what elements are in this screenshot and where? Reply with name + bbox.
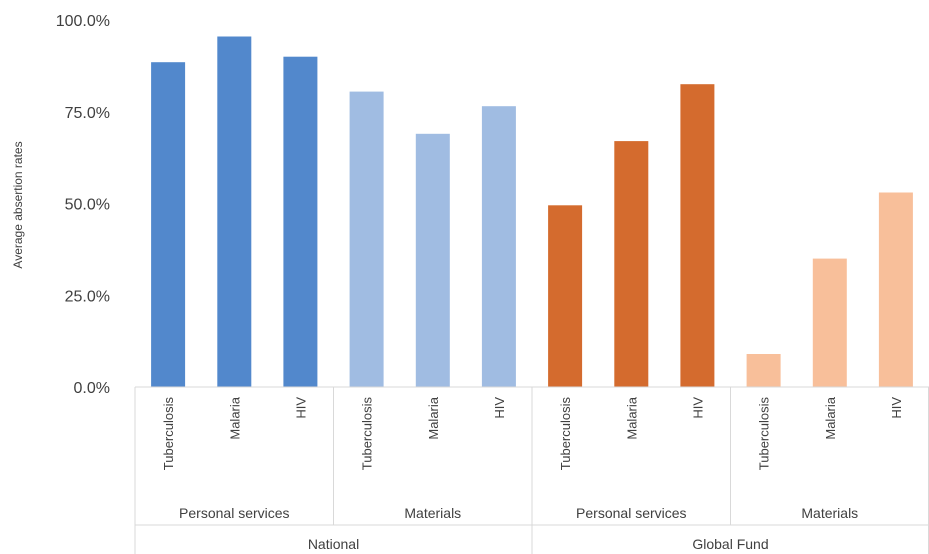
bar <box>349 91 384 387</box>
y-tick-label: 75.0% <box>65 105 110 122</box>
y-tick-label: 25.0% <box>65 288 110 305</box>
x-tick-label: Tuberculosis <box>757 397 772 471</box>
bar <box>481 106 516 387</box>
x-tick-label: Malaria <box>426 396 441 439</box>
bar <box>548 205 583 387</box>
bar <box>746 354 781 387</box>
subgroup-label: Personal services <box>576 505 687 521</box>
group-label: Global Fund <box>692 536 768 552</box>
y-tick-label: 50.0% <box>65 197 110 214</box>
bar <box>283 56 318 387</box>
x-tick-label: Malaria <box>227 396 242 439</box>
x-tick-label: HIV <box>690 397 705 419</box>
y-axis-label: Average absertion rates <box>11 141 25 268</box>
x-tick-label: Malaria <box>823 396 838 439</box>
group-label: National <box>308 536 359 552</box>
x-tick-label: Malaria <box>624 396 639 439</box>
bars <box>151 36 913 387</box>
y-axis-ticks: 0.0% 25.0% 50.0% 75.0% 100.0% <box>56 13 110 397</box>
bar <box>415 133 450 387</box>
subgroup-label: Materials <box>404 505 461 521</box>
x-tick-label: HIV <box>293 397 308 419</box>
bar <box>812 258 847 387</box>
x-tick-label: Tuberculosis <box>360 397 375 471</box>
subgroup-label: Personal services <box>179 505 290 521</box>
subgroup-label: Materials <box>801 505 858 521</box>
bar <box>614 141 649 387</box>
x-tick-label: Tuberculosis <box>558 397 573 471</box>
y-tick-label: 0.0% <box>74 380 110 397</box>
x-axis: Tuberculosis Malaria HIV Tuberculosis Malari… <box>134 386 929 554</box>
bar <box>680 84 715 387</box>
x-tick-label: HIV <box>492 397 507 419</box>
bar <box>217 36 252 387</box>
y-tick-label: 100.0% <box>56 13 110 30</box>
x-tick-label: Tuberculosis <box>161 397 176 471</box>
bar <box>878 192 913 387</box>
x-tick-label: HIV <box>889 397 904 419</box>
bar <box>151 62 186 387</box>
